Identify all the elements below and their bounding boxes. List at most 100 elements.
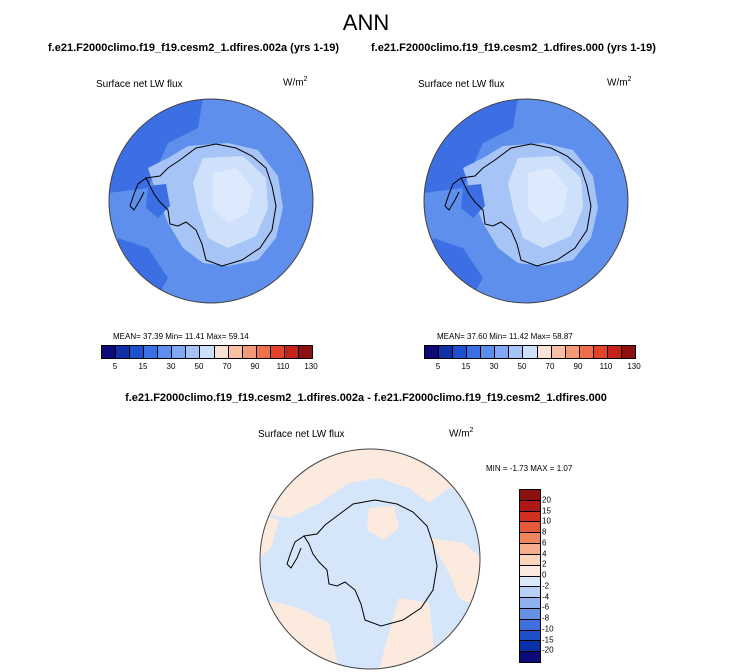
colorbar-swatch xyxy=(520,619,540,631)
colorbar-tick-label: 4 xyxy=(542,549,547,558)
diff-variable-label: Surface net LW flux xyxy=(258,429,345,440)
colorbar-tick-label: -15 xyxy=(542,635,554,644)
colorbar-swatch xyxy=(439,346,454,358)
right-coastline xyxy=(460,143,592,267)
colorbar-tick-label: 90 xyxy=(573,362,583,371)
colorbar-tick-label: -2 xyxy=(542,581,550,591)
left-stats: MEAN= 37.39 Min= 11.41 Max= 59.14 xyxy=(113,332,249,341)
left-coastline xyxy=(145,143,277,267)
colorbar-swatch xyxy=(467,346,482,358)
colorbar-swatch xyxy=(481,346,496,358)
colorbar-tick-label: -20 xyxy=(542,645,554,655)
colorbar-tick-label: 70 xyxy=(222,362,232,371)
colorbar-swatch xyxy=(200,346,215,358)
figure-title: ANN xyxy=(342,10,390,35)
colorbar-swatch xyxy=(242,346,257,358)
colorbar-swatch xyxy=(579,346,594,358)
colorbar-swatch xyxy=(298,346,312,358)
colorbar-swatch xyxy=(520,490,540,501)
colorbar-swatch xyxy=(509,346,524,358)
colorbar-swatch xyxy=(102,346,117,358)
colorbar-swatch xyxy=(453,346,468,358)
colorbar-swatch xyxy=(607,346,622,358)
colorbar-swatch xyxy=(565,346,580,358)
colorbar-tick-label: 130 xyxy=(627,362,641,371)
colorbar-swatch xyxy=(520,522,540,534)
colorbar-swatch xyxy=(520,587,540,599)
colorbar-tick-label: 15 xyxy=(542,506,551,515)
diff-title: f.e21.F2000climo.f19_f19.cesm2_1.dfires.… xyxy=(125,392,607,404)
colorbar-tick-label: 0 xyxy=(542,570,547,580)
diff-coastline xyxy=(303,499,438,627)
colorbar-tick-label: 30 xyxy=(166,362,176,371)
right-stats: MEAN= 37.60 Min= 11.42 Max= 58.87 xyxy=(437,332,573,341)
colorbar-swatch xyxy=(593,346,608,358)
colorbar-swatch xyxy=(520,554,540,566)
right-units-label: W/m2 xyxy=(607,76,632,89)
colorbar-swatch xyxy=(523,346,538,358)
diff-map xyxy=(259,448,481,670)
colorbar-swatch xyxy=(144,346,159,358)
colorbar-tick-label: 15 xyxy=(461,362,471,371)
colorbar-swatch xyxy=(520,533,540,545)
diff-colorbar-ticks: 20 15 10 8 6 4 2 0 -2 -4 -6 -8 -10 -15 -20 xyxy=(542,489,572,661)
colorbar-swatch xyxy=(270,346,285,358)
colorbar-tick-label: -8 xyxy=(542,613,550,623)
colorbar-swatch xyxy=(520,576,540,588)
diff-stats: MIN = -1.73 MAX = 1.07 xyxy=(486,464,573,473)
colorbar-tick-label: 10 xyxy=(542,516,551,526)
right-colorbar xyxy=(424,345,636,359)
colorbar-swatch xyxy=(537,346,552,358)
colorbar-tick-label: 5 xyxy=(112,362,118,371)
colorbar-tick-label: 70 xyxy=(545,362,555,371)
colorbar-tick-label: 130 xyxy=(304,362,318,371)
left-map xyxy=(108,98,314,304)
colorbar-swatch xyxy=(520,565,540,577)
colorbar-tick-label: 110 xyxy=(276,362,290,371)
left-variable-label: Surface net LW flux xyxy=(96,79,183,90)
colorbar-swatch xyxy=(425,346,440,358)
colorbar-swatch xyxy=(520,598,540,609)
colorbar-tick-label: 50 xyxy=(194,362,204,371)
colorbar-tick-label: 8 xyxy=(542,527,547,537)
colorbar-swatch xyxy=(214,346,229,358)
right-variable-label: Surface net LW flux xyxy=(418,79,505,90)
left-case-title: f.e21.F2000climo.f19_f19.cesm2_1.dfires.… xyxy=(48,42,340,54)
left-colorbar xyxy=(101,345,313,359)
colorbar-swatch xyxy=(228,346,243,358)
colorbar-swatch xyxy=(621,346,635,358)
colorbar-swatch xyxy=(158,346,173,358)
colorbar-swatch xyxy=(172,346,187,358)
colorbar-swatch xyxy=(520,544,540,555)
colorbar-tick-label: 30 xyxy=(489,362,499,371)
right-colorbar-ticks: 5 15 30 50 70 90 110 130 xyxy=(424,362,641,372)
colorbar-tick-label: 110 xyxy=(599,362,613,371)
colorbar-tick-label: -10 xyxy=(542,624,554,634)
colorbar-swatch xyxy=(520,630,540,642)
colorbar-tick-label: 90 xyxy=(250,362,260,371)
left-units-label: W/m2 xyxy=(283,76,308,89)
colorbar-swatch xyxy=(520,608,540,620)
right-case-title: f.e21.F2000climo.f19_f19.cesm2_1.dfires.… xyxy=(371,42,656,54)
right-map xyxy=(423,98,629,304)
colorbar-tick-label: -6 xyxy=(542,602,550,612)
colorbar-swatch xyxy=(520,652,540,662)
colorbar-swatch xyxy=(520,641,540,653)
colorbar-tick-label: 50 xyxy=(517,362,527,371)
colorbar-tick-label: 20 xyxy=(542,495,551,505)
colorbar-swatch xyxy=(186,346,201,358)
colorbar-swatch xyxy=(520,511,540,523)
colorbar-swatch xyxy=(520,500,540,512)
colorbar-swatch xyxy=(116,346,131,358)
colorbar-tick-label: 2 xyxy=(542,559,547,569)
diff-units-label: W/m2 xyxy=(449,427,474,440)
colorbar-swatch xyxy=(551,346,566,358)
colorbar-tick-label: 15 xyxy=(138,362,148,371)
colorbar-tick-label: 6 xyxy=(542,538,547,548)
left-colorbar-ticks: 5 15 30 50 70 90 110 130 xyxy=(101,362,318,372)
colorbar-tick-label: -4 xyxy=(542,592,550,601)
colorbar-swatch xyxy=(495,346,510,358)
colorbar-swatch xyxy=(256,346,271,358)
colorbar-swatch xyxy=(284,346,299,358)
colorbar-tick-label: 5 xyxy=(435,362,441,371)
